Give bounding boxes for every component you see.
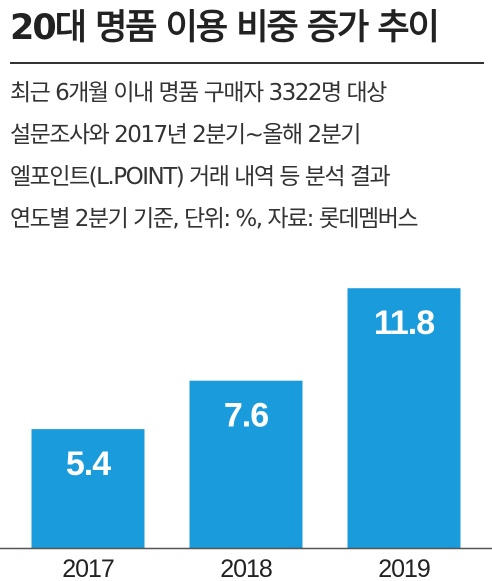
x-tick-label-2018: 2018 xyxy=(220,555,272,581)
bar-2018 xyxy=(189,380,303,548)
x-tick-label-2017: 2017 xyxy=(62,555,114,581)
data-label-2019: 11.8 xyxy=(374,304,434,342)
note-line-survey: 최근 6개월 이내 명품 구매자 3322명 대상 xyxy=(10,80,387,106)
chart-title: 20대 명품 이용 비중 증가 추이 xyxy=(10,8,440,48)
note-line-source: 연도별 2분기 기준, 단위: %, 자료: 롯데멤버스 xyxy=(10,206,419,232)
data-label-2017: 5.4 xyxy=(66,445,111,483)
bar-2019 xyxy=(347,288,461,548)
note-line-period: 설문조사와 2017년 2분기~올해 2분기 xyxy=(10,122,361,148)
title-divider xyxy=(10,62,484,64)
chart-notes: 최근 6개월 이내 명품 구매자 3322명 대상 설문조사와 2017년 2분… xyxy=(10,72,488,240)
x-tick-label-2019: 2019 xyxy=(378,555,430,581)
data-label-2018: 7.6 xyxy=(224,397,268,435)
bar-2017 xyxy=(31,429,145,548)
note-line-method: 엘포인트(L.POINT) 거래 내역 등 분석 결과 xyxy=(10,164,391,190)
